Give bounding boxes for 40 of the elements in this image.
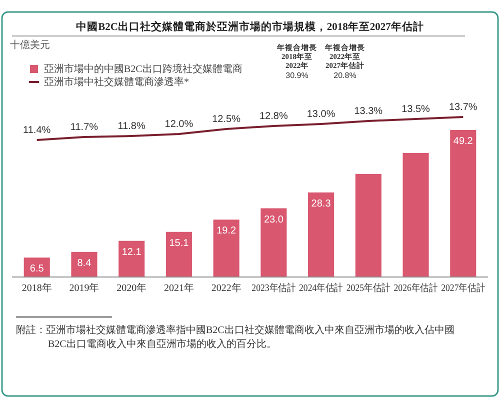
data-label: 11.7% <box>70 122 98 133</box>
bar <box>213 220 240 277</box>
bar <box>308 192 334 277</box>
text: 十億美元 <box>10 39 50 51</box>
text: 30.9% <box>286 71 308 80</box>
data-label: 11.4% <box>23 125 51 136</box>
bar <box>71 252 98 277</box>
data-label: 49.2 <box>453 136 474 147</box>
data-label: 12.5% <box>212 114 241 125</box>
x-tick-label: 2027年估計 <box>441 282 492 294</box>
data-label: 12.8% <box>260 111 288 122</box>
chart-title: 中國B2C出口社交媒體電商於亞洲市場的市場規模，2018年至2027年估計 <box>76 20 424 33</box>
bar <box>166 232 192 277</box>
legend-label: 亞洲市場中社交媒體電商滲透率* <box>44 76 189 88</box>
x-tick-label: 2020年 <box>116 282 147 294</box>
data-label: 11.8% <box>118 121 146 132</box>
x-tick-label: 2018年 <box>22 282 52 294</box>
data-label: 12.0% <box>164 119 194 130</box>
data-label: 13.0% <box>306 109 336 120</box>
bar <box>118 240 145 277</box>
data-label: 23.0 <box>264 214 284 226</box>
bar <box>402 153 429 277</box>
data-label: 19.2 <box>216 226 236 237</box>
text: 20.8% <box>334 71 356 80</box>
data-label: 12.1 <box>122 246 142 258</box>
data-label: 6.5 <box>30 264 44 275</box>
text: 附註：亞洲市場社交媒體電商滲透率指中國B2C出口社交媒體電商收入中來自亞洲市場的收入佔中國B2C出口電商收入中來自亞洲市場的收入的百分比。 <box>16 324 454 350</box>
data-label: 13.5% <box>402 104 430 115</box>
data-label: 13.3% <box>354 106 383 117</box>
data-label: 28.3 <box>311 198 332 210</box>
x-tick-label: 2019年 <box>69 282 100 294</box>
legend-label: 亞洲市場中的中國B2C出口跨境社交媒體電商 <box>44 63 242 75</box>
data-label: 8.4 <box>77 258 92 269</box>
data-label: 13.7% <box>448 102 478 113</box>
x-tick-label: 2022年 <box>211 282 242 294</box>
bar <box>260 208 287 277</box>
x-tick-label: 2021年 <box>164 282 194 294</box>
data-label: 15.1 <box>169 238 190 249</box>
bar <box>450 130 476 277</box>
bar <box>355 174 382 277</box>
